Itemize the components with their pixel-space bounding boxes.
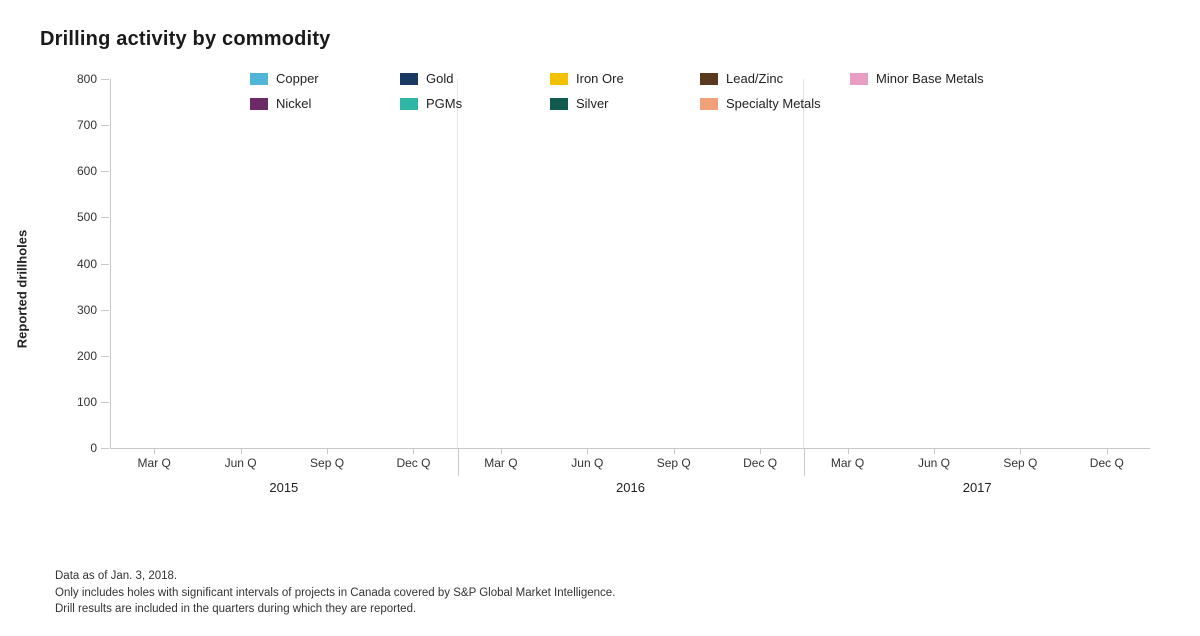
y-tick-label: 600 xyxy=(77,164,97,178)
legend-swatch xyxy=(250,98,268,110)
year-label: 2016 xyxy=(616,480,645,495)
legend-label: Gold xyxy=(426,71,453,86)
x-tick xyxy=(241,448,242,454)
y-tick xyxy=(101,356,109,357)
year-divider-tick xyxy=(458,448,459,476)
legend-item-pgms: PGMs xyxy=(400,96,550,111)
legend-item-minor_base: Minor Base Metals xyxy=(850,71,1000,86)
legend-label: Copper xyxy=(276,71,319,86)
legend-item-gold: Gold xyxy=(400,71,550,86)
x-tick-label: Mar Q xyxy=(831,456,864,470)
legend-label: Nickel xyxy=(276,96,311,111)
chart-container: Reported drillholes CopperGoldIron OreLe… xyxy=(50,69,1150,509)
bars-row xyxy=(111,79,457,448)
y-tick xyxy=(101,217,109,218)
x-tick xyxy=(413,448,414,454)
x-tick xyxy=(760,448,761,454)
chart-page: Drilling activity by commodity Reported … xyxy=(0,0,1200,636)
y-tick-label: 200 xyxy=(77,349,97,363)
legend-label: Iron Ore xyxy=(576,71,624,86)
legend-label: PGMs xyxy=(426,96,462,111)
legend-swatch xyxy=(550,98,568,110)
x-tick xyxy=(154,448,155,454)
legend-item-specialty: Specialty Metals xyxy=(700,96,850,111)
legend-item-silver: Silver xyxy=(550,96,700,111)
page-title: Drilling activity by commodity xyxy=(40,28,1160,51)
legend-swatch xyxy=(850,73,868,85)
y-tick-label: 700 xyxy=(77,118,97,132)
x-tick-label: Jun Q xyxy=(918,456,950,470)
x-tick xyxy=(674,448,675,454)
x-tick xyxy=(848,448,849,454)
x-tick xyxy=(501,448,502,454)
y-tick-label: 800 xyxy=(77,72,97,86)
x-tick-label: Jun Q xyxy=(225,456,257,470)
x-tick-label: Mar Q xyxy=(484,456,517,470)
legend-item-iron_ore: Iron Ore xyxy=(550,71,700,86)
legend-swatch xyxy=(400,73,418,85)
year-label: 2015 xyxy=(269,480,298,495)
y-axis-label: Reported drillholes xyxy=(15,230,30,348)
x-tick-label: Dec Q xyxy=(1090,456,1124,470)
x-tick-label: Dec Q xyxy=(743,456,777,470)
x-tick xyxy=(327,448,328,454)
bars-row xyxy=(458,79,804,448)
x-tick-label: Sep Q xyxy=(1003,456,1037,470)
legend-swatch xyxy=(700,73,718,85)
year-group-2017: Mar QJun QSep QDec Q2017 xyxy=(804,79,1150,448)
y-tick-label: 100 xyxy=(77,395,97,409)
legend-item-copper: Copper xyxy=(250,71,400,86)
legend-item-lead_zinc: Lead/Zinc xyxy=(700,71,850,86)
x-tick-label: Mar Q xyxy=(138,456,171,470)
footnote-line: Only includes holes with significant int… xyxy=(55,585,615,602)
footnote-line: Data as of Jan. 3, 2018. xyxy=(55,568,615,585)
plot-area: Mar QJun QSep QDec Q2015Mar QJun QSep QD… xyxy=(110,79,1150,449)
x-tick-label: Sep Q xyxy=(310,456,344,470)
legend-label: Minor Base Metals xyxy=(876,71,984,86)
y-tick xyxy=(101,79,109,80)
year-label: 2017 xyxy=(963,480,992,495)
y-tick xyxy=(101,448,109,449)
y-tick-label: 0 xyxy=(90,441,97,455)
year-group-2016: Mar QJun QSep QDec Q2016 xyxy=(458,79,805,448)
year-group-2015: Mar QJun QSep QDec Q2015 xyxy=(111,79,458,448)
y-tick xyxy=(101,171,109,172)
legend-swatch xyxy=(550,73,568,85)
legend-swatch xyxy=(700,98,718,110)
x-tick xyxy=(1020,448,1021,454)
bars-row xyxy=(804,79,1150,448)
legend-item-nickel: Nickel xyxy=(250,96,400,111)
year-divider-tick xyxy=(804,448,805,476)
y-tick xyxy=(101,402,109,403)
y-tick xyxy=(101,310,109,311)
legend-label: Lead/Zinc xyxy=(726,71,783,86)
legend-swatch xyxy=(400,98,418,110)
x-tick-label: Dec Q xyxy=(396,456,430,470)
legend-label: Silver xyxy=(576,96,609,111)
y-tick-label: 500 xyxy=(77,210,97,224)
x-tick xyxy=(1107,448,1108,454)
legend-swatch xyxy=(250,73,268,85)
chart-legend: Copper Gold Iron Ore Lead/Zinc Minor Base Me… xyxy=(250,71,1110,111)
y-tick xyxy=(101,125,109,126)
y-tick-label: 300 xyxy=(77,303,97,317)
x-tick-label: Jun Q xyxy=(571,456,603,470)
y-tick xyxy=(101,264,109,265)
x-tick xyxy=(587,448,588,454)
y-tick-label: 400 xyxy=(77,257,97,271)
x-tick-label: Sep Q xyxy=(657,456,691,470)
x-tick xyxy=(934,448,935,454)
bar-groups: Mar QJun QSep QDec Q2015Mar QJun QSep QD… xyxy=(111,79,1150,448)
legend-label: Specialty Metals xyxy=(726,96,821,111)
chart-footnotes: Data as of Jan. 3, 2018. Only includes h… xyxy=(55,568,615,618)
footnote-line: Drill results are included in the quarte… xyxy=(55,601,615,618)
